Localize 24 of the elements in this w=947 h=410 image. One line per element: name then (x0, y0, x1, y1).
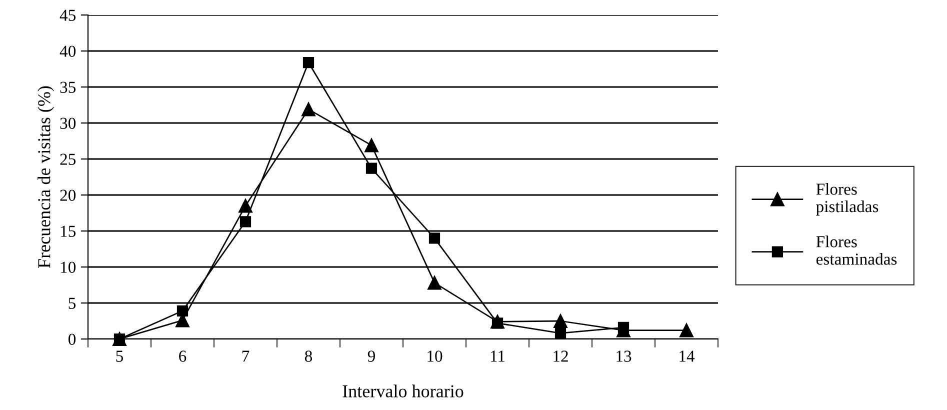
y-tick-label: 30 (60, 118, 76, 129)
x-tick-label: 8 (304, 350, 312, 362)
legend-label: Flores estaminadas (816, 236, 897, 265)
x-tick-label: 6 (179, 350, 186, 362)
y-tick-label: 20 (60, 190, 76, 201)
y-tick-label: 25 (60, 154, 76, 165)
x-tick-label: 11 (490, 350, 505, 362)
y-tick-label: 10 (60, 262, 76, 273)
x-tick-label: 5 (116, 350, 124, 362)
y-tick-label: 15 (60, 226, 76, 237)
x-tick-label: 14 (680, 350, 695, 362)
y-axis-title: Frecuencia de visitas (%) (38, 86, 54, 268)
y-tick-label: 0 (68, 334, 76, 345)
y-tick-label: 45 (60, 10, 76, 21)
x-tick-label: 7 (242, 350, 250, 362)
x-tick-label: 9 (368, 350, 375, 362)
y-tick-label: 5 (68, 298, 76, 309)
x-tick-label: 10 (428, 350, 442, 362)
x-axis-title: Intervalo horario (342, 384, 464, 398)
legend-label: Flores pistiladas (816, 183, 878, 216)
x-tick-label: 12 (554, 350, 568, 362)
y-tick-label: 40 (60, 46, 76, 57)
x-tick-label: 13 (616, 350, 632, 362)
y-tick-label: 35 (60, 82, 76, 93)
